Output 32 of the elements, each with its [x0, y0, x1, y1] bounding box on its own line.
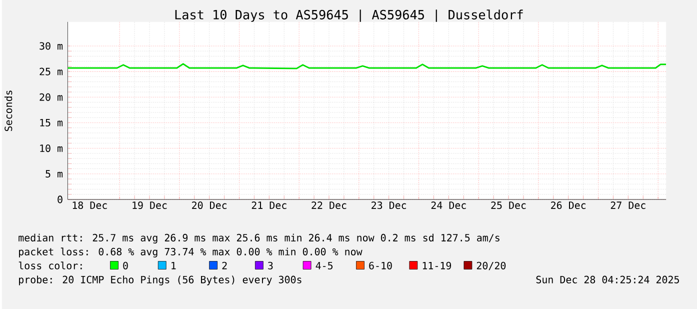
y-tick-label: 25 m	[40, 68, 63, 76]
text: packet loss: 0.68 % avg 73.74 % max 0.00 % min 0.00 % now	[19, 248, 362, 258]
text: 6-10	[369, 262, 392, 270]
y-tick-label: 0	[58, 196, 62, 204]
text: loss color:	[18, 262, 82, 270]
text: Sun Dec 28 04:25:24 2025	[536, 276, 679, 284]
text: 1	[172, 262, 176, 270]
text: 2	[222, 262, 227, 270]
x-tick-label: 20 Dec	[192, 201, 227, 209]
x-tick-label: 26 Dec	[551, 201, 586, 209]
x-tick-label: 24 Dec	[431, 201, 466, 209]
chart-title: Last 10 Days to AS59645 | AS59645 | Dusseldorf	[175, 10, 523, 22]
x-tick-label: 21 Dec	[252, 201, 286, 209]
text: 4-5	[316, 262, 333, 270]
y-tick-label: 15 m	[40, 118, 63, 126]
x-tick-label: 27 Dec	[610, 201, 646, 209]
y-axis-title: Seconds	[4, 90, 12, 131]
text: 11-19	[422, 262, 452, 270]
text: 3	[268, 262, 273, 270]
x-tick-label: 23 Dec	[372, 201, 406, 209]
y-tick-label: 5 m	[46, 170, 63, 178]
y-tick-label: 20 m	[40, 93, 63, 101]
x-tick-label: 19 Dec	[132, 201, 167, 209]
x-tick-label: 25 Dec	[491, 201, 526, 209]
text: 0	[123, 262, 128, 270]
x-tick-label: 18 Dec	[72, 201, 107, 209]
y-tick-label: 10 m	[40, 144, 63, 152]
text: probe: 20 ICMP Echo Pings (56 Bytes) every 300s	[19, 276, 302, 286]
y-tick-label: 30 m	[40, 42, 63, 50]
x-tick-label: 22 Dec	[312, 201, 346, 209]
text: 20/20	[476, 262, 506, 270]
text: median rtt: 25.7 ms avg 26.9 ms max 25.6 ms min 26.4 ms now 0.2 ms sd 127.5 am/s	[18, 234, 500, 244]
